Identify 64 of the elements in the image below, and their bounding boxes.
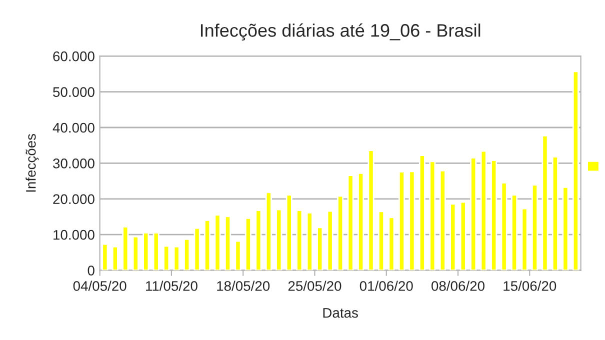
y-axis-title: Infecções [26, 134, 39, 192]
bar [408, 170, 416, 270]
bar [480, 150, 487, 270]
x-axis-title: Datas [323, 308, 358, 318]
chart-title: Infecções diárias até 19_06 - Brasil [200, 23, 480, 40]
x-tick-label: 04/05/20 [73, 280, 126, 291]
bar [122, 226, 129, 270]
bar [173, 246, 180, 270]
bar [224, 216, 231, 270]
bar [562, 186, 569, 270]
bar [316, 226, 324, 270]
bar [265, 192, 272, 270]
bar [102, 244, 108, 270]
bar [429, 160, 436, 270]
bar [500, 182, 508, 270]
y-tick-label: 60.000 [53, 51, 94, 62]
bar [296, 210, 303, 270]
bar [244, 217, 252, 270]
x-tick-label: 15/06/20 [504, 280, 556, 291]
bar [286, 194, 292, 270]
bar [521, 208, 528, 270]
bar [388, 216, 395, 270]
bar [326, 210, 334, 270]
bar [418, 154, 426, 270]
bar [194, 227, 200, 270]
bar [163, 245, 170, 270]
bar [368, 150, 374, 270]
y-tick-label: 20.000 [53, 194, 94, 204]
bar [204, 220, 211, 270]
bar [398, 171, 405, 270]
bar [378, 210, 384, 270]
x-tick-label: 08/06/20 [432, 280, 484, 291]
bar [450, 203, 456, 270]
bar [276, 208, 282, 270]
bar [460, 201, 466, 270]
y-tick-label: 50.000 [53, 87, 94, 97]
bar [531, 184, 538, 270]
bar [358, 172, 364, 270]
bar [184, 238, 190, 270]
x-tick-label: 18/05/20 [217, 280, 270, 291]
bar [439, 170, 446, 270]
bar [306, 212, 313, 270]
bar [490, 160, 498, 270]
x-tick-label: 25/05/20 [288, 280, 342, 291]
bar [470, 157, 477, 270]
bar [142, 232, 150, 270]
bar [572, 70, 579, 270]
bar [214, 214, 221, 270]
bar [542, 135, 548, 270]
bar [152, 232, 160, 270]
y-tick-label: 0 [88, 266, 94, 276]
bar [255, 210, 262, 270]
bar [112, 246, 118, 270]
bar [511, 194, 518, 270]
bar [132, 236, 139, 270]
bar [347, 174, 354, 270]
x-tick-label: 01/06/20 [360, 280, 413, 291]
y-tick-label: 40.000 [52, 122, 94, 133]
bar [337, 195, 344, 270]
y-tick-label: 10.000 [54, 230, 94, 240]
y-tick-label: 30.000 [53, 158, 94, 168]
bar [234, 240, 242, 270]
bar [552, 156, 558, 270]
x-tick-label: 11/05/20 [146, 280, 198, 291]
